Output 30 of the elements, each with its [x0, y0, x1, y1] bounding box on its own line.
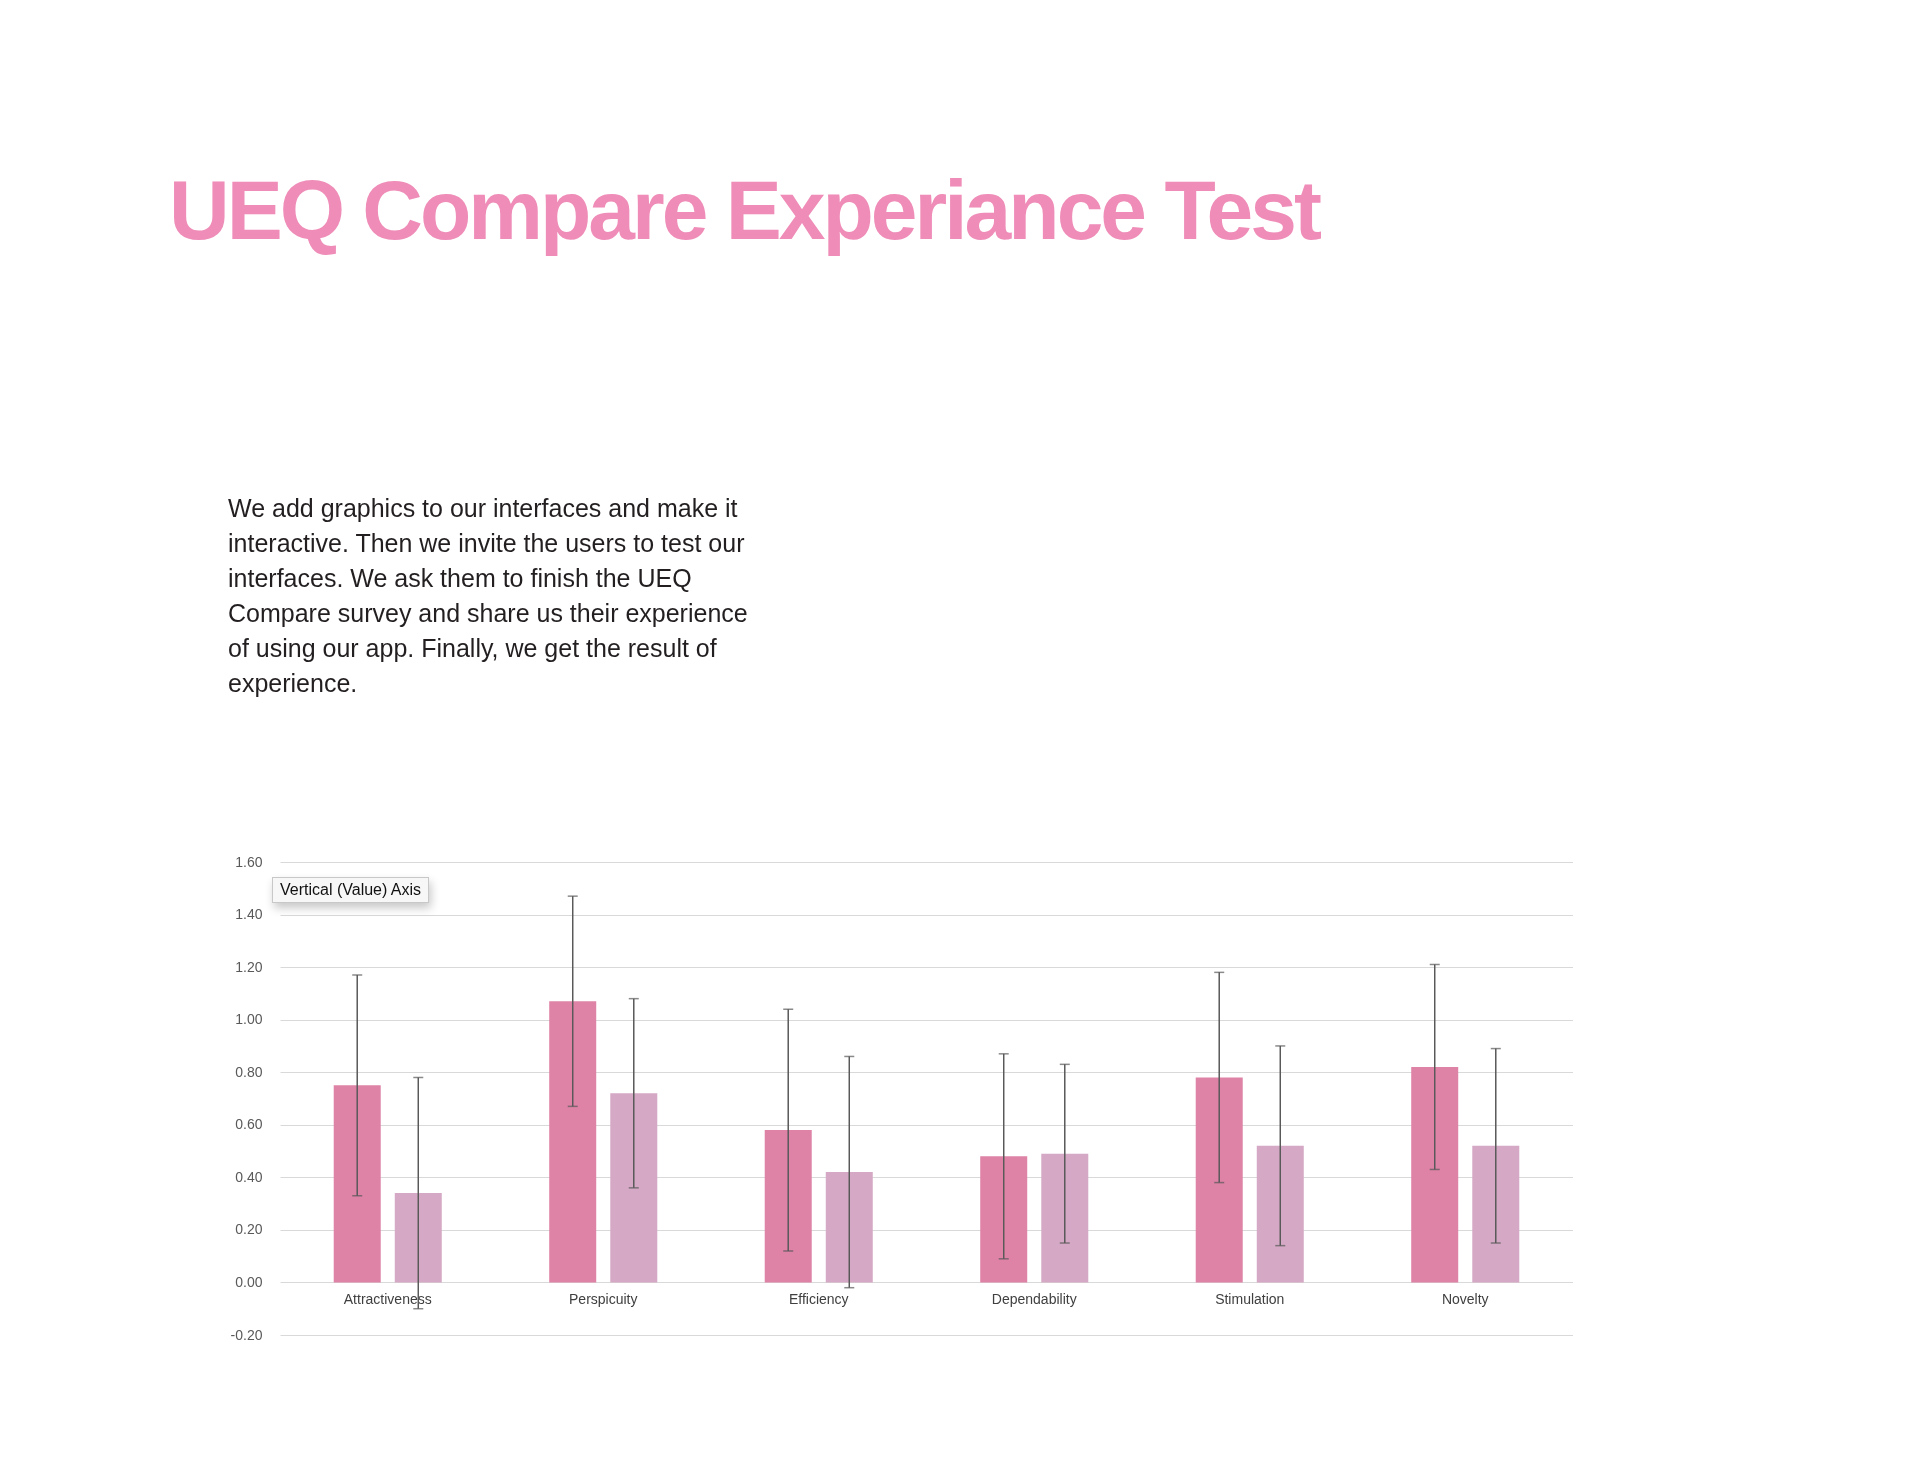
- chart-subtitle: We add graphics to our interfaces and make it interactive. Then we invite the users to test our interfaces. We ask them to finish the UEQ Compare survey and share us their experience of using our app. Finally, we get the result of experience.: [228, 493, 749, 699]
- bar: [1256, 1145, 1304, 1283]
- x-tick-label: Perspicuity: [569, 1290, 638, 1307]
- bar: [333, 1085, 381, 1283]
- bar: [1195, 1077, 1243, 1283]
- y-tick-label: 1.00: [235, 1011, 263, 1028]
- bar: [549, 1001, 597, 1283]
- y-tick-label: 0.20: [235, 1221, 263, 1238]
- bar: [825, 1172, 873, 1283]
- y-tick-label: 0.60: [235, 1116, 263, 1133]
- y-tick-label: 0.80: [235, 1063, 263, 1080]
- y-tick-label: -0.20: [230, 1326, 263, 1343]
- bar: [1472, 1145, 1520, 1283]
- y-tick-label: 0.40: [235, 1168, 263, 1185]
- bar: [1041, 1153, 1089, 1283]
- bar: [980, 1156, 1028, 1283]
- x-tick-label: Dependability: [991, 1290, 1077, 1307]
- y-tick-label: 1.20: [235, 958, 263, 975]
- y-tick-label: 0.00: [235, 1273, 263, 1290]
- x-tick-label: Stimulation: [1215, 1290, 1285, 1307]
- bar: [1411, 1066, 1459, 1283]
- y-tick-label: 1.60: [235, 853, 263, 870]
- bar: [394, 1193, 442, 1283]
- chart-title: UEQ Compare Experiance Test: [169, 163, 1319, 257]
- bar: [764, 1130, 812, 1283]
- annotation: Vertical (Value) Axis: [272, 877, 430, 903]
- bar: [610, 1093, 658, 1283]
- x-tick-label: Efficiency: [788, 1290, 849, 1307]
- y-tick-label: 1.40: [235, 906, 263, 923]
- x-tick-label: Novelty: [1441, 1290, 1489, 1307]
